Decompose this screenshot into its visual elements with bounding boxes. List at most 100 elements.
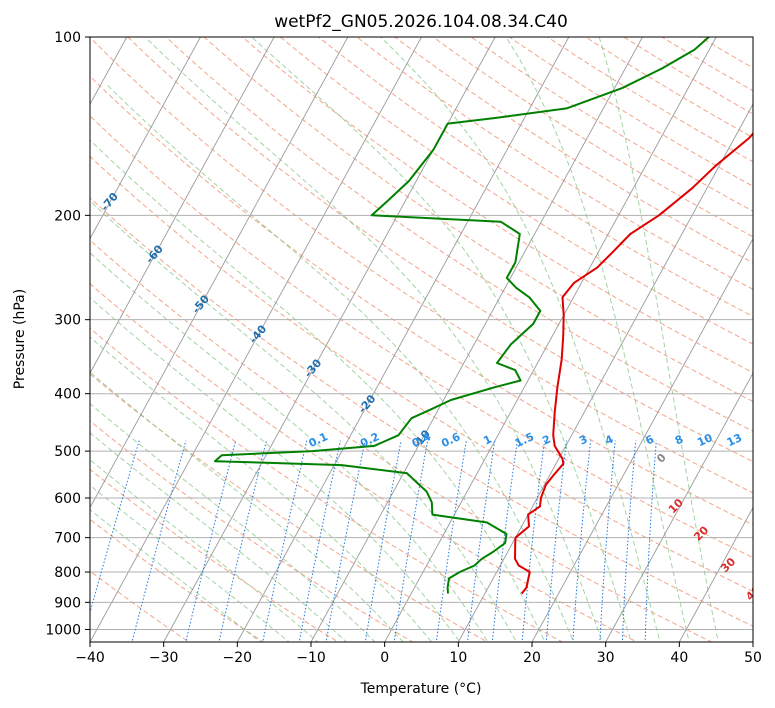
isotherm-line bbox=[457, 103, 753, 642]
x-tick-label: −20 bbox=[223, 650, 253, 666]
dry-adiabat-line bbox=[546, 37, 753, 163]
dry-adiabat-line bbox=[508, 37, 753, 187]
chart-title: wetPf2_GN05.2026.104.08.34.C40 bbox=[274, 12, 568, 32]
temperature-profile-line bbox=[514, 132, 753, 595]
mixing-ratio-line bbox=[298, 440, 341, 642]
x-tick-label: −10 bbox=[296, 650, 326, 666]
moist-adiabat-line bbox=[90, 371, 404, 642]
mixing-ratio-line bbox=[364, 440, 402, 642]
dry-adiabat-line bbox=[90, 373, 489, 642]
dry-adiabat-label: -90 bbox=[3, 94, 26, 118]
dry-adiabat-label: -30 bbox=[302, 356, 325, 380]
dry-adiabat-line bbox=[279, 37, 753, 345]
dewpoint-profile-line bbox=[213, 37, 710, 594]
y-tick-label: 800 bbox=[54, 565, 81, 581]
mixing-ratio-label: 4 bbox=[603, 432, 616, 447]
y-tick-label: 600 bbox=[54, 491, 81, 507]
isotherm-line bbox=[752, 641, 753, 642]
mixing-ratio-label: 0.4 bbox=[410, 430, 433, 450]
dry-adiabat-line bbox=[90, 468, 340, 642]
moist-adiabat-line bbox=[90, 432, 348, 642]
mixing-ratio-line bbox=[90, 440, 140, 615]
dry-adiabat-line bbox=[90, 155, 753, 592]
mixing-ratio-line bbox=[644, 440, 657, 642]
dry-adiabat-label: -40 bbox=[247, 322, 270, 346]
mixing-ratio-line bbox=[262, 440, 308, 642]
isotherm-line bbox=[90, 37, 201, 240]
dry-adiabat-line bbox=[90, 327, 564, 642]
y-tick-label: 1000 bbox=[45, 622, 81, 638]
x-tick-label: 40 bbox=[670, 650, 688, 666]
moist-adiabat-line bbox=[90, 484, 290, 642]
mixing-ratio-line bbox=[393, 440, 429, 642]
mixing-ratio-line bbox=[545, 440, 568, 642]
isotherm-line bbox=[90, 37, 422, 642]
plot-area: -100-90-80-70-60-50-40-30-20-100.10.20.4… bbox=[3, 37, 771, 642]
dry-adiabat-line bbox=[90, 518, 265, 642]
y-tick-label: 400 bbox=[54, 387, 81, 403]
mixing-ratio-line bbox=[131, 440, 187, 642]
dry-adiabat-line bbox=[127, 37, 753, 463]
isotherm-line bbox=[310, 37, 643, 642]
dry-adiabat-line bbox=[661, 37, 753, 92]
isotherm-line bbox=[678, 506, 753, 642]
moist-adiabat-line bbox=[90, 200, 518, 642]
moist-adiabat-label: 10 bbox=[666, 496, 686, 516]
mixing-ratio-line bbox=[218, 440, 267, 642]
mixing-ratio-line bbox=[435, 440, 467, 642]
axes: −40 −30 −20 −10 0 10 20 30 40 5010020030040050060… bbox=[45, 30, 762, 666]
mixing-ratio-label: 0.2 bbox=[358, 430, 381, 450]
mixing-ratio-line bbox=[599, 440, 616, 642]
mixing-ratio-line bbox=[491, 440, 518, 642]
dry-adiabat-line bbox=[90, 283, 639, 642]
y-axis-label: Pressure (hPa) bbox=[12, 289, 28, 389]
dry-adiabat-line bbox=[432, 37, 753, 238]
mixing-ratio-line bbox=[572, 440, 592, 642]
dry-adiabat-line bbox=[90, 420, 414, 642]
y-tick-label: 900 bbox=[54, 595, 81, 611]
moist-adiabat-line bbox=[105, 83, 575, 642]
moist-adiabat-label: 40 bbox=[743, 583, 763, 603]
moist-adiabat-line bbox=[251, 37, 632, 642]
dry-adiabat-line bbox=[90, 75, 753, 526]
dry-adiabat-line bbox=[355, 37, 753, 290]
x-tick-label: 50 bbox=[744, 650, 762, 666]
x-tick-label: 30 bbox=[597, 650, 615, 666]
moist-adiabat-line bbox=[90, 297, 461, 642]
mixing-ratio-label: 10 bbox=[695, 431, 715, 449]
dry-adiabat-label: -50 bbox=[189, 292, 212, 316]
x-axis-label: Temperature (°C) bbox=[360, 681, 482, 697]
dry-adiabat-line bbox=[90, 239, 713, 642]
isotherm-line bbox=[605, 372, 753, 642]
moist-adiabat-line bbox=[90, 509, 262, 642]
dry-adiabat-line bbox=[470, 37, 753, 212]
y-tick-label: 300 bbox=[54, 313, 81, 329]
mixing-ratio-label: 16 bbox=[751, 431, 771, 449]
moist-adiabat-line bbox=[90, 252, 489, 642]
plot-frame bbox=[89, 36, 754, 643]
dry-adiabat-line bbox=[90, 197, 753, 627]
isotherm-line bbox=[531, 237, 753, 642]
mixing-ratio-line bbox=[521, 440, 546, 642]
mixing-ratio-line bbox=[621, 440, 637, 642]
moist-adiabat-line bbox=[90, 403, 376, 642]
moist-adiabat-line bbox=[90, 336, 433, 642]
dry-adiabat-line bbox=[394, 37, 753, 264]
y-tick-label: 100 bbox=[54, 30, 81, 46]
mixing-ratio-label: 13 bbox=[725, 431, 744, 449]
dry-adiabat-label: -60 bbox=[143, 242, 166, 266]
x-tick-label: −40 bbox=[75, 650, 105, 666]
isotherm-line bbox=[90, 37, 275, 375]
mixing-ratio-label: 1.5 bbox=[513, 430, 536, 450]
dry-adiabat-label: -70 bbox=[98, 190, 121, 214]
isotherm-line bbox=[90, 37, 349, 509]
mixing-ratio-label: 0.6 bbox=[439, 430, 462, 450]
mixing-ratio-line bbox=[185, 440, 237, 642]
mixing-ratio-label: 2 bbox=[540, 433, 552, 448]
x-tick-label: 0 bbox=[380, 650, 389, 666]
moist-adiabat-line bbox=[505, 37, 690, 642]
y-tick-label: 700 bbox=[54, 531, 81, 547]
x-tick-label: 20 bbox=[523, 650, 541, 666]
